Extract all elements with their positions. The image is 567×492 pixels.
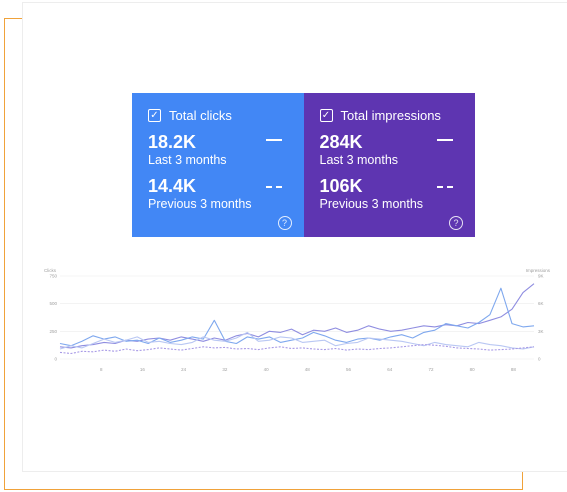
clicks-current-value: 18.2K [148, 132, 197, 152]
y-tick-label-right: 0 [538, 357, 541, 362]
x-tick-label: 80 [470, 367, 476, 372]
clicks-previous-value: 14.4K [148, 176, 197, 196]
solid-line-legend-icon [437, 139, 453, 141]
total-clicks-card[interactable]: ✓ Total clicks 18.2K Last 3 months 14.4K… [132, 93, 304, 237]
x-tick-label: 64 [387, 367, 393, 372]
clicks-current-period: Last 3 months [148, 153, 227, 167]
series-line-2 [59, 331, 535, 350]
help-icon[interactable]: ? [449, 216, 463, 230]
y-tick-label-left: 500 [49, 301, 57, 306]
total-impressions-checkbox-icon[interactable]: ✓ [319, 109, 333, 122]
series-line-3 [59, 344, 535, 355]
dashed-line-legend-icon [437, 186, 453, 188]
x-tick-label: 8 [100, 367, 103, 372]
x-tick-label: 16 [140, 367, 146, 372]
y-tick-label-right: 9K [538, 274, 544, 279]
y-tick-label-right: 3K [538, 329, 544, 334]
y-tick-label-left: 750 [49, 274, 57, 279]
x-tick-label: 72 [428, 367, 434, 372]
total-clicks-label: Total clicks [169, 108, 232, 123]
decorative-frame [4, 18, 523, 490]
total-impressions-label: Total impressions [340, 108, 441, 123]
y-tick-label-right: 6K [538, 301, 544, 306]
performance-chart-svg: Clicks Impressions 0 250 500 750 0 3K 6K 9K 8 16 24 3… [44, 268, 550, 372]
total-clicks-checkbox-icon[interactable]: ✓ [148, 109, 161, 122]
impressions-current-value: 284K [319, 132, 363, 152]
impressions-previous-value: 106K [319, 176, 363, 196]
total-impressions-card[interactable]: ✓ Total impressions 284K Last 3 months 1… [303, 93, 475, 237]
x-tick-label: 24 [181, 367, 187, 372]
content-panel [22, 2, 567, 472]
y-tick-label-left: 0 [54, 357, 57, 362]
impressions-previous-period: Previous 3 months [319, 197, 424, 211]
y-axis-label-left: Clicks [44, 268, 57, 273]
help-icon[interactable]: ? [277, 216, 292, 230]
performance-chart: Clicks Impressions 0 250 500 750 0 3K 6K 9K 8 16 24 3… [40, 264, 550, 379]
clicks-previous-period: Previous 3 months [148, 197, 252, 211]
impressions-current-period: Last 3 months [319, 153, 399, 167]
solid-line-legend-icon [265, 139, 282, 141]
x-tick-label: 32 [222, 367, 228, 372]
x-tick-label: 88 [511, 367, 517, 372]
x-tick-label: 56 [346, 367, 352, 372]
y-tick-label-left: 250 [49, 329, 57, 334]
total-clicks-header[interactable]: ✓ Total clicks [148, 108, 288, 123]
x-tick-label: 40 [264, 367, 270, 372]
y-axis-label-right: Impressions [526, 268, 550, 273]
dashed-line-legend-icon [265, 186, 282, 188]
total-impressions-header[interactable]: ✓ Total impressions [319, 108, 460, 123]
performance-metrics: ✓ Total clicks 18.2K Last 3 months 14.4K… [132, 93, 475, 237]
series-line-1 [59, 287, 535, 347]
x-tick-label: 48 [305, 367, 311, 372]
